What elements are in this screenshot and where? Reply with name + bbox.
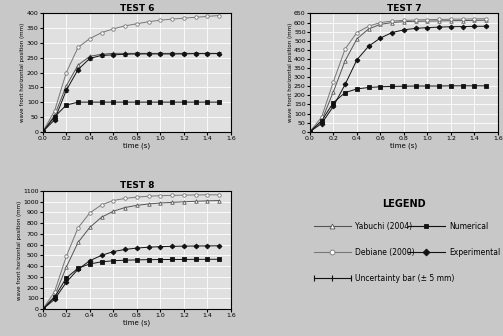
Title: TEST 6: TEST 6 xyxy=(120,4,154,13)
Text: Experimental: Experimental xyxy=(449,248,500,257)
X-axis label: time (s): time (s) xyxy=(123,320,150,326)
Text: Numerical: Numerical xyxy=(449,222,488,231)
X-axis label: time (s): time (s) xyxy=(390,142,417,149)
Text: Yabuchi (2004): Yabuchi (2004) xyxy=(355,222,412,231)
Title: TEST 8: TEST 8 xyxy=(120,181,154,190)
Text: Debiane (2000): Debiane (2000) xyxy=(355,248,414,257)
X-axis label: time (s): time (s) xyxy=(123,142,150,149)
Text: Uncertainty bar (± 5 mm): Uncertainty bar (± 5 mm) xyxy=(355,274,454,283)
Y-axis label: wave front horizontal position (mm): wave front horizontal position (mm) xyxy=(21,23,26,122)
Text: LEGEND: LEGEND xyxy=(382,199,426,209)
Y-axis label: wave front horizontal position (mm): wave front horizontal position (mm) xyxy=(17,200,22,300)
Y-axis label: wave front horizontal position (mm): wave front horizontal position (mm) xyxy=(288,23,293,122)
Title: TEST 7: TEST 7 xyxy=(387,4,421,13)
